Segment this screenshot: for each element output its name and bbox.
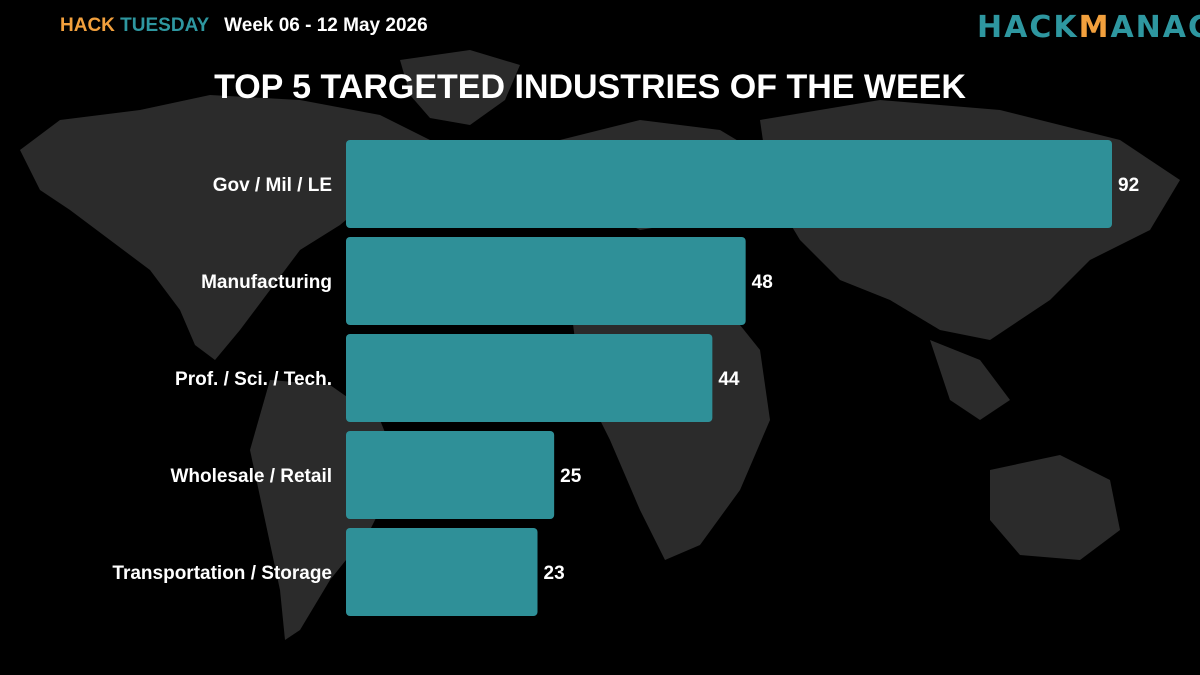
southeast-asia-shape <box>930 340 1010 420</box>
value-label: 44 <box>718 369 740 390</box>
chart-title: TOP 5 TARGETED INDUSTRIES OF THE WEEK <box>214 68 966 106</box>
category-label: Gov / Mil / LE <box>213 175 332 196</box>
category-label: Prof. / Sci. / Tech. <box>175 369 332 390</box>
hackmanac-logo: HACKMANAC <box>977 10 1200 45</box>
greenland-shape <box>400 50 520 125</box>
value-label: 48 <box>752 272 773 293</box>
category-label: Manufacturing <box>201 272 332 293</box>
category-label: Transportation / Storage <box>112 563 332 584</box>
brand-hack: HACK <box>60 15 115 36</box>
value-label: 92 <box>1118 175 1139 196</box>
bar-0 <box>346 140 1112 228</box>
value-label: 23 <box>544 563 565 584</box>
logo-part-1: HACK <box>977 10 1079 45</box>
category-label: Wholesale / Retail <box>170 466 332 487</box>
logo-part-2: M <box>1078 10 1111 45</box>
logo-part-3: ANAC <box>1110 10 1200 45</box>
bar-4 <box>346 528 538 616</box>
australia-shape <box>990 455 1120 560</box>
week-range: Week 06 - 12 May 2026 <box>224 15 428 36</box>
brand-tuesday: TUESDAY <box>120 15 209 36</box>
bar-1 <box>346 237 746 325</box>
value-label: 25 <box>560 466 582 487</box>
bar-2 <box>346 334 713 422</box>
bar-3 <box>346 431 555 519</box>
show-title: HACK TUESDAY Week 06 - 12 May 2026 <box>60 15 428 37</box>
bars-group: Gov / Mil / LE 92 Manufacturing 48 Prof. / S… <box>112 140 1139 616</box>
north-america-shape <box>20 95 430 360</box>
